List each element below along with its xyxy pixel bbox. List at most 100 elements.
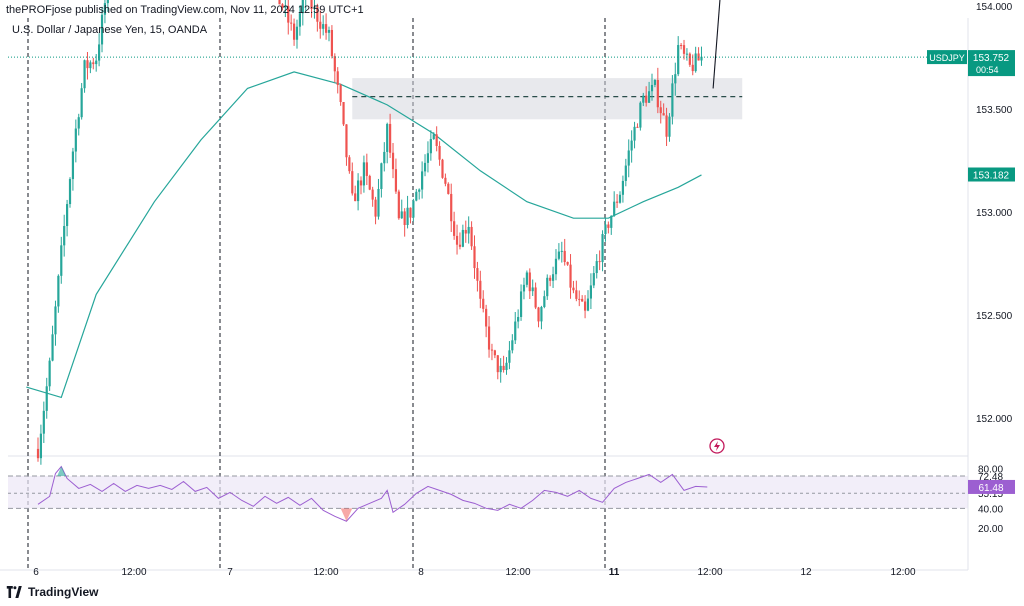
candle <box>546 274 549 300</box>
candle-body <box>601 234 604 263</box>
candle <box>313 0 316 19</box>
candle <box>435 126 438 152</box>
candle <box>421 161 424 199</box>
candle <box>531 279 534 296</box>
candle <box>630 130 633 163</box>
candle <box>281 3 284 11</box>
candle-body <box>444 177 447 184</box>
candle-body <box>487 326 491 350</box>
candle <box>391 142 395 179</box>
candle <box>694 46 697 73</box>
candle-body <box>540 307 543 322</box>
candle-body <box>403 211 406 225</box>
candle <box>295 19 299 49</box>
candle <box>330 25 334 59</box>
candle <box>680 43 683 50</box>
candle-body <box>351 171 354 194</box>
candle-body <box>36 448 40 459</box>
candle <box>636 123 639 128</box>
candle <box>525 270 528 288</box>
candle-body <box>653 79 657 85</box>
candle <box>650 73 654 101</box>
candle-body <box>615 201 619 203</box>
rsi-line <box>37 465 708 522</box>
candle-body <box>554 258 558 275</box>
candle-body <box>455 235 459 245</box>
candle <box>74 119 77 163</box>
candle-body <box>380 163 383 189</box>
candle <box>613 191 616 217</box>
chart-icons <box>709 438 725 454</box>
price-tick-label: 153.000 <box>976 208 1013 219</box>
candle <box>412 198 415 222</box>
candle-body <box>357 180 360 202</box>
candle-body <box>409 207 412 218</box>
candle-body <box>54 306 57 335</box>
candle-body <box>648 91 651 103</box>
lightning-event-icon <box>709 438 725 454</box>
candle <box>528 268 531 300</box>
candle-body <box>543 296 546 308</box>
candle <box>48 357 51 391</box>
candle-body <box>528 272 531 292</box>
candle-body <box>677 45 680 75</box>
candle <box>453 211 456 240</box>
candle <box>621 175 625 203</box>
time-tick-label: 6 <box>33 567 39 578</box>
candle-body <box>362 162 366 186</box>
candle <box>362 155 366 193</box>
candle <box>534 282 537 310</box>
candle-body <box>435 134 438 146</box>
candle-body <box>668 116 671 137</box>
candle-body <box>563 250 566 263</box>
candle-body <box>659 107 662 114</box>
candle <box>458 232 462 250</box>
candle <box>496 354 499 380</box>
candle <box>290 14 293 31</box>
candle <box>624 158 627 187</box>
price-tick-label: 152.500 <box>976 311 1013 322</box>
candle <box>322 15 325 36</box>
candle-body <box>627 150 630 166</box>
candle <box>438 141 441 166</box>
candle <box>549 275 552 287</box>
candle <box>656 67 659 114</box>
candle <box>357 173 360 211</box>
time-tick-label: 11 <box>609 567 620 578</box>
publisher-line: thePROFjose published on TradingView.com… <box>6 4 364 16</box>
candle <box>397 189 400 220</box>
candles <box>36 0 703 465</box>
candle <box>39 424 43 465</box>
candle <box>394 158 398 194</box>
rsi-label-bg <box>968 479 1015 494</box>
candle-body <box>537 307 540 322</box>
candle-body <box>80 88 83 118</box>
candle-body <box>630 140 633 151</box>
candle-body <box>505 362 508 371</box>
candle <box>566 261 569 266</box>
candle-body <box>103 3 107 15</box>
rsi-tick-label: 72.48 <box>978 472 1003 483</box>
candle <box>66 199 69 237</box>
candle-body <box>595 261 598 274</box>
time-axis[interactable]: 6 12:00 7 12:00 8 12:00 11 12:00 12 12:00 <box>0 567 968 578</box>
candle <box>540 305 543 330</box>
candle-body <box>441 159 444 178</box>
tradingview-brand[interactable]: TradingView <box>6 585 98 599</box>
candle <box>342 101 345 127</box>
candle-body <box>519 291 523 317</box>
candle-body <box>479 280 482 299</box>
candle-body <box>496 355 499 373</box>
candle-body <box>98 44 101 61</box>
candle-body <box>467 226 470 234</box>
candle <box>685 48 689 61</box>
symbol-title[interactable]: U.S. Dollar / Japanese Yen, 15, OANDA <box>12 24 208 36</box>
candle-body <box>621 180 625 195</box>
candle <box>610 215 613 235</box>
candle-body <box>310 0 313 9</box>
price-axis[interactable]: 155.500155.000154.500154.000153.500153.0… <box>967 0 1013 570</box>
candle-body <box>551 274 555 281</box>
candle-body <box>624 165 627 181</box>
candle <box>682 39 686 60</box>
